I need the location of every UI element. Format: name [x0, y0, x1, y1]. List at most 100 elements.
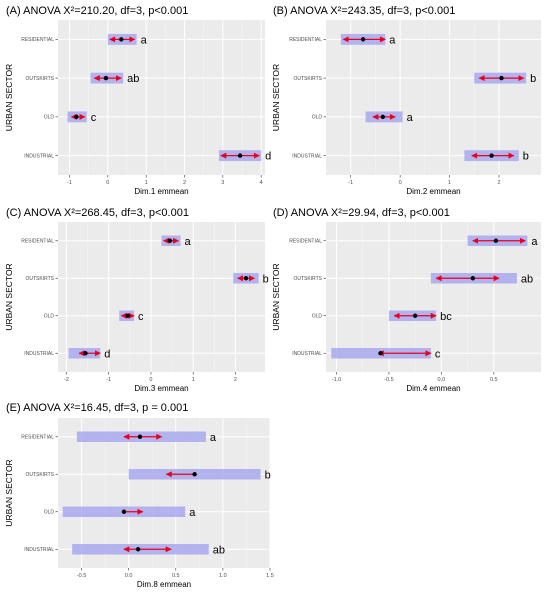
group-letter: d: [265, 151, 271, 163]
panel-title: (A) ANOVA X²=210.20, df=3, p<0.001: [6, 5, 188, 17]
x-tick-label: 1: [145, 180, 148, 186]
x-axis-title: Dim.3 emmean: [134, 384, 188, 393]
x-tick-label: 0.0: [438, 377, 446, 383]
y-axis-title: URBAN SECTOR: [271, 64, 281, 131]
x-tick-label: 1: [192, 377, 195, 383]
category-label: OUTSKIRTS: [293, 276, 322, 282]
emmean-point: [167, 238, 173, 243]
emmean-point: [470, 276, 476, 281]
category-label: INDUSTRIAL: [24, 351, 54, 357]
x-tick-label: 0.5: [490, 377, 498, 383]
emmean-point: [103, 75, 109, 81]
group-letter: b: [523, 151, 529, 163]
group-letter: b: [530, 73, 536, 85]
category-label: OUTSKIRTS: [25, 472, 54, 478]
x-axis-title: Dim.8 emmean: [137, 580, 191, 589]
y-axis-title: URBAN SECTOR: [271, 263, 281, 330]
panel-title: (E) ANOVA X²=16.45, df=3, p = 0.001: [6, 402, 188, 414]
emmean-point: [360, 37, 366, 42]
x-tick-label: 2: [497, 180, 500, 186]
group-letter: ab: [521, 273, 533, 285]
category-label: OUTSKIRTS: [293, 76, 322, 82]
plot-background: [58, 418, 270, 568]
group-letter: b: [265, 469, 271, 481]
emmean-point: [378, 351, 383, 356]
category-label: INDUSTRIAL: [292, 153, 322, 159]
category-label: OLD: [312, 314, 323, 320]
panel-title: (B) ANOVA X²=243.35, df=3, p<0.001: [273, 5, 455, 17]
category-label: INDUSTRIAL: [24, 547, 54, 553]
category-label: INDUSTRIAL: [292, 351, 322, 357]
emmean-point: [380, 114, 386, 120]
category-label: RESIDENTIAL: [289, 37, 322, 43]
emmean-point: [119, 37, 124, 42]
group-letter: a: [531, 236, 538, 248]
category-label: RESIDENTIAL: [21, 239, 54, 245]
panel-title: (C) ANOVA X²=268.45, df=3, p<0.001: [6, 207, 189, 219]
category-label: RESIDENTIAL: [21, 37, 54, 43]
category-label: OLD: [312, 115, 323, 121]
x-tick-label: 1.0: [219, 573, 227, 579]
category-label: OLD: [44, 510, 55, 516]
emmean-point: [74, 114, 79, 120]
emmean-point: [237, 153, 243, 158]
group-letter: a: [141, 34, 148, 46]
category-label: OLD: [44, 314, 55, 320]
group-letter: d: [104, 348, 110, 360]
group-letter: a: [389, 34, 396, 46]
group-letter: ab: [213, 544, 225, 556]
panel-title: (D) ANOVA X²=29.94, df=3, p<0.001: [273, 207, 450, 219]
x-tick-label: 0.5: [172, 573, 180, 579]
x-tick-label: 0: [149, 377, 152, 383]
x-axis-title: Dim.1 emmean: [134, 187, 188, 196]
category-label: OLD: [44, 115, 55, 121]
y-axis-title: URBAN SECTOR: [4, 459, 14, 526]
x-tick-label: 4: [260, 180, 263, 186]
category-label: RESIDENTIAL: [289, 239, 322, 245]
chart-panel-b: (B) ANOVA X²=243.35, df=3, p<0.001 URBAN …: [271, 5, 541, 196]
x-tick-label: 0: [399, 180, 402, 186]
emmean-point: [125, 313, 130, 318]
chart-panel-c: (C) ANOVA X²=268.45, df=3, p<0.001 URBAN …: [4, 207, 269, 393]
emmean-point: [499, 75, 504, 81]
emmean-point: [412, 313, 418, 318]
y-axis-title: URBAN SECTOR: [4, 263, 14, 330]
group-letter: c: [435, 348, 441, 360]
x-tick-label: 1: [448, 180, 451, 186]
category-label: OUTSKIRTS: [25, 76, 54, 82]
x-tick-label: -1: [348, 180, 353, 186]
emmean-point: [135, 547, 141, 552]
x-tick-label: -1: [106, 377, 111, 383]
x-tick-label: 0: [106, 180, 109, 186]
category-label: OUTSKIRTS: [25, 276, 54, 282]
x-tick-label: 1.5: [266, 573, 274, 579]
emmean-point: [493, 238, 499, 243]
emmean-point: [121, 509, 127, 514]
group-letter: a: [189, 507, 196, 519]
x-tick-label: 3: [221, 180, 224, 186]
group-letter: a: [407, 112, 414, 124]
x-tick-label: -0.5: [77, 573, 86, 579]
chart-panel-d: (D) ANOVA X²=29.94, df=3, p<0.001 URBAN S…: [271, 207, 541, 393]
x-axis-title: Dim.2 emmean: [406, 187, 460, 196]
plot-background: [326, 222, 541, 372]
category-label: INDUSTRIAL: [24, 153, 54, 159]
group-letter: a: [185, 236, 192, 248]
x-tick-label: -1: [67, 180, 72, 186]
y-axis-title: URBAN SECTOR: [4, 64, 14, 131]
emmean-point: [192, 472, 197, 477]
emmean-point: [83, 351, 88, 356]
group-letter: bc: [440, 311, 452, 323]
emmean-point: [243, 276, 249, 281]
emmean-point: [137, 434, 143, 439]
chart-panel-a: (A) ANOVA X²=210.20, df=3, p<0.001 URBAN …: [4, 5, 271, 196]
plot-background: [58, 222, 265, 372]
x-tick-label: 2: [234, 377, 237, 383]
plot-background: [326, 20, 541, 175]
x-tick-label: -0.5: [384, 377, 393, 383]
group-letter: ab: [127, 73, 139, 85]
x-tick-label: 2: [183, 180, 186, 186]
x-tick-label: -1.0: [332, 377, 341, 383]
group-letter: a: [210, 432, 217, 444]
